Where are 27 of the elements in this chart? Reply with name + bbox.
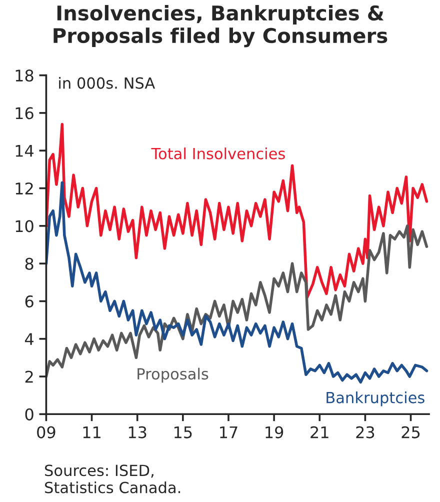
y-tick-label: 10 [16, 220, 34, 232]
y-tick-label: 4 [25, 333, 34, 345]
y-tick-label: 2 [25, 370, 33, 383]
x-tick-label: 13 [128, 426, 146, 438]
x-tick-label: 21 [310, 426, 328, 438]
x-tick-label: 23 [356, 426, 374, 438]
series-label: Total Insolvencies [151, 148, 285, 160]
y-tick-label: 18 [16, 70, 34, 82]
y-axis-title: in 000s. NSA [59, 76, 156, 89]
y-tick-label: 6 [25, 295, 34, 308]
line-series [46, 181, 428, 384]
y-tick-label: 0 [25, 408, 34, 420]
x-tick-label: 11 [83, 426, 100, 438]
y-tick-label: 8 [25, 258, 34, 270]
x-tick-label: 19 [266, 426, 284, 438]
y-tick-label: 16 [16, 107, 34, 120]
x-tick-label: 25 [402, 426, 420, 438]
source-note: Sources: ISED, Statistics Canada. [45, 464, 180, 494]
chart-title: Insolvencies, Bankruptcies & Proposals filed by Consumers [54, 5, 388, 48]
line-series [46, 122, 428, 299]
x-tick-label: 17 [220, 426, 238, 438]
x-tick-label: 15 [174, 426, 192, 438]
series-label: Bankruptcies [326, 392, 424, 406]
y-tick-label: 14 [16, 145, 34, 157]
x-tick-label: 09 [37, 426, 56, 438]
series-label: Proposals [138, 368, 208, 383]
y-tick-label: 12 [16, 182, 33, 194]
